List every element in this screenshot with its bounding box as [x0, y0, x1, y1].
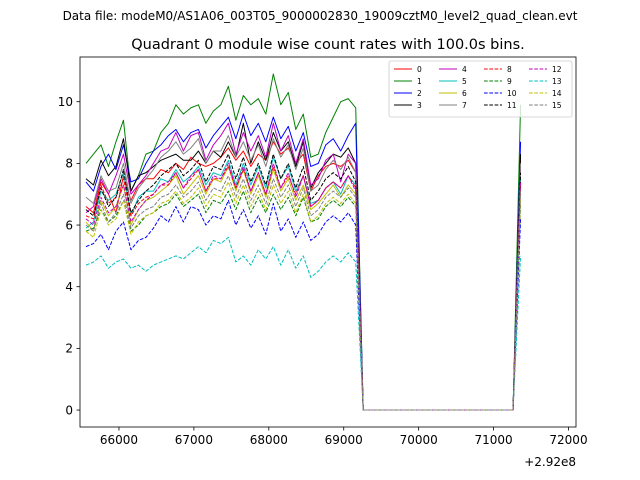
- x-tick-label: 69000: [325, 433, 363, 447]
- legend-label-2: 2: [417, 89, 422, 98]
- x-tick-label: 68000: [250, 433, 288, 447]
- y-tick-label: 4: [65, 280, 73, 294]
- legend-label-0: 0: [417, 65, 422, 74]
- series-line-11: [85, 153, 522, 411]
- legend-label-7: 7: [462, 101, 467, 110]
- x-tick-label: 66000: [100, 433, 138, 447]
- x-tick-label: 67000: [175, 433, 213, 447]
- legend-label-11: 11: [507, 101, 517, 110]
- x-tick-label: 72000: [549, 433, 587, 447]
- y-tick-label: 6: [65, 218, 73, 232]
- legend-label-15: 15: [552, 101, 562, 110]
- series-line-12: [85, 162, 522, 411]
- suptitle: Data file: modeM0/AS1A06_003T05_90000028…: [63, 9, 578, 23]
- legend-label-5: 5: [462, 77, 467, 86]
- legend-label-14: 14: [552, 89, 562, 98]
- chart-title: Quadrant 0 module wise count rates with …: [131, 37, 525, 53]
- x-axis: 66000 67000 68000 69000 70000 71000 72000: [100, 427, 588, 447]
- series-line-9: [85, 190, 522, 411]
- y-axis: 0 2 4 6 8 10: [58, 95, 80, 417]
- y-tick-label: 10: [58, 95, 73, 109]
- legend-frame: [388, 60, 573, 118]
- x-offset-label: +2.92e8: [524, 455, 576, 469]
- plot-frame: [79, 56, 577, 428]
- series-line-2: [85, 113, 522, 411]
- series-line-6: [85, 165, 522, 411]
- legend-label-10: 10: [507, 89, 517, 98]
- series-line-10: [85, 199, 522, 411]
- series-line-13: [85, 236, 522, 411]
- y-tick-label: 0: [65, 403, 73, 417]
- y-tick-label: 8: [65, 157, 73, 171]
- legend-label-8: 8: [507, 65, 512, 74]
- x-tick-label: 70000: [400, 433, 438, 447]
- y-tick-label: 2: [65, 342, 73, 356]
- series-line-14: [85, 181, 522, 411]
- legend-label-12: 12: [552, 65, 562, 74]
- legend-label-3: 3: [417, 101, 422, 110]
- series-lines: [85, 73, 522, 411]
- legend-label-13: 13: [552, 77, 562, 86]
- series-line-7: [85, 135, 522, 411]
- series-line-4: [85, 122, 522, 411]
- legend-label-1: 1: [417, 77, 422, 86]
- series-line-15: [85, 175, 522, 411]
- legend-label-4: 4: [462, 65, 467, 74]
- series-line-3: [85, 122, 522, 411]
- x-tick-label: 71000: [474, 433, 512, 447]
- legend-label-6: 6: [462, 89, 467, 98]
- legend-label-9: 9: [507, 77, 512, 86]
